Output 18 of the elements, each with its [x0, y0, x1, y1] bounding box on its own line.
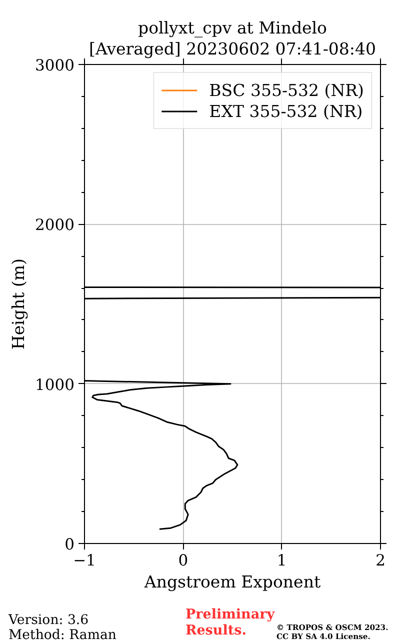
text: Method: Raman: [8, 628, 117, 640]
y-tick-label: 3000: [35, 56, 75, 74]
y-tick-label: 0: [64, 536, 75, 554]
y-tick-label: 1000: [35, 376, 75, 394]
text: Results.: [186, 622, 246, 638]
text: Preliminary: [186, 606, 276, 622]
y-tick-label: 2000: [35, 216, 75, 234]
x-tick-label: −1: [73, 552, 96, 570]
chart-title: pollyxt_cpv at Mindelo: [138, 18, 328, 38]
chart-subtitle: [Averaged] 20230602 07:41-08:40: [89, 40, 376, 58]
x-tick-label: 2: [376, 552, 386, 570]
x-tick-label: 1: [276, 552, 287, 570]
text: Version: 3.6: [8, 613, 89, 628]
legend-label: EXT 355-532 (NR): [209, 102, 363, 120]
legend-label: BSC 355-532 (NR): [209, 80, 364, 100]
y-axis-title: Height (m): [9, 258, 28, 350]
x-axis-title: Angstroem Exponent: [143, 572, 321, 592]
x-tick-label: 0: [178, 552, 188, 570]
